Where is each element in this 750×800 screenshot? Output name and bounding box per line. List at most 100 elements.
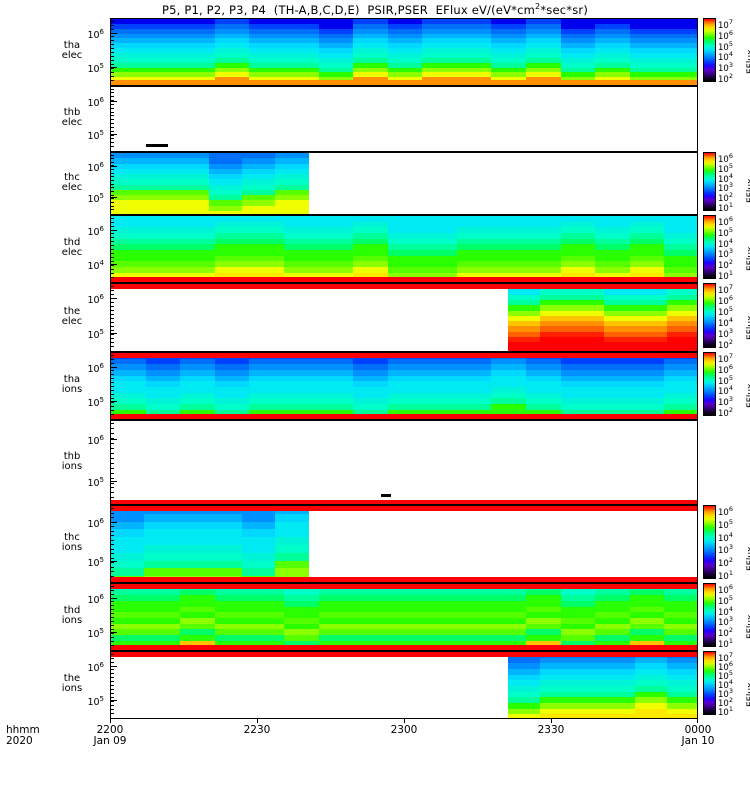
colorbar-tha-ions [703,352,716,416]
ylabel-thd-ions: thd ions [42,606,102,626]
spectrogram-column [664,584,697,650]
ytick-base: 10 [87,130,100,142]
ytick-label: 106 [62,517,104,529]
ytick-exponent: 6 [99,160,104,169]
spectrogram-cell [111,370,147,377]
spectrogram-cell [275,158,309,165]
ytick-minor-mark [110,657,114,659]
spectrogram-cell [180,62,216,69]
spectrogram-cell [491,261,527,268]
spectrogram-column [180,216,216,282]
spectrogram-cell [275,560,309,569]
spectrogram-cell [629,216,665,223]
spectrogram-cell [275,153,309,159]
spectrogram-cell [526,595,562,602]
spectrogram-cell [283,227,320,234]
colorbar-tick-label: 103 [718,615,733,627]
colorbar-tick-base: 10 [718,520,729,531]
spectrogram-cell [629,250,665,257]
spectrogram-cell [111,375,147,382]
spectrogram-cell [540,342,573,349]
panel-thb-elec[interactable] [110,86,698,152]
spectrogram-cell [667,691,697,698]
spectrogram-cell [111,174,145,180]
spectrogram-cell [387,364,423,371]
spectrogram-cell [111,521,145,530]
spectrogram-cell [275,168,309,175]
spectrogram-cell [214,404,250,411]
spectrogram-cell [595,250,631,257]
spectrogram-cell [456,261,493,268]
spectrogram-cell [667,680,697,687]
spectrogram-cell [180,244,216,251]
spectrogram-cell [560,618,596,625]
panel-tha-ions[interactable] [110,352,698,420]
spectrogram-cell [629,375,665,382]
spectrogram-cell [111,62,147,69]
colorbar-tick-label: 107 [718,18,733,30]
spectrogram-cell [526,33,562,40]
ytick-minor-mark [110,438,114,440]
spectrogram-column [595,216,631,282]
spectrogram-cell [180,28,216,35]
spectrogram-cell [526,640,562,647]
spectrogram-column [111,506,145,582]
spectrogram-cell [176,174,211,180]
spectrogram-cell [422,57,458,64]
spectrogram-cell [491,375,527,382]
spectrogram-cell [635,331,668,338]
ylabel-thd-elec: thd elec [42,238,102,258]
panel-thc-elec[interactable] [110,152,698,215]
spectrogram-cell [629,62,665,69]
spectrogram-cell [176,552,211,562]
spectrogram-cell [560,57,596,64]
spectrogram-cell [491,635,527,642]
spectrogram-cell [491,48,527,54]
spectrogram-cell [111,227,147,234]
panel-tha-elec[interactable] [110,18,698,86]
spectrogram-cell [145,216,181,223]
ytick-exponent: 6 [99,592,104,601]
spectrogram-cell [209,210,243,214]
spectrogram-cell [180,38,216,44]
spectrogram-cell [214,629,250,636]
spectrogram-column [526,216,562,282]
spectrogram-cell [353,23,389,30]
spectrogram-cell [664,392,697,399]
spectrogram-cell [283,43,320,49]
spectrogram-cell [353,221,389,228]
spectrogram-cell [603,299,637,306]
ytick-minor-mark [110,378,114,380]
spectrogram-cell [249,589,285,596]
spectrogram-cell [180,23,216,30]
spectrogram-cell [176,158,211,165]
spectrogram-cell [491,398,527,405]
panel-the-ions[interactable] [110,651,698,719]
spectrogram-cell [540,708,573,715]
spectrogram-cell [242,529,276,538]
spectrogram-cell [508,331,541,338]
spectrogram-cell [595,43,631,49]
panel-thd-ions[interactable] [110,583,698,651]
spectrogram-cell [387,409,423,416]
panel-the-elec[interactable] [110,283,698,352]
spectrogram-cell [353,629,389,636]
panel-thc-ions[interactable] [110,505,698,583]
spectrogram-cell [526,43,562,49]
spectrogram-cell [387,370,423,377]
spectrogram-cell [422,364,458,371]
spectrogram-cell [214,72,250,78]
panel-thb-ions[interactable] [110,420,698,505]
colorbar-tick-base: 10 [718,698,729,709]
spectrogram-cell [540,669,573,676]
colorbar-tick-exponent: 1 [728,705,733,713]
colorbar-tick-base: 10 [718,533,729,544]
colorbar-tick-base: 10 [718,653,729,664]
spectrogram-cell [456,72,493,78]
spectrogram-cell [664,62,697,69]
spectrogram-cell [629,589,665,596]
ytick-minor-mark [110,457,114,459]
colorbar-tick-label: 106 [718,505,733,517]
panel-thd-elec[interactable] [110,215,698,283]
spectrogram-cell [387,38,423,44]
